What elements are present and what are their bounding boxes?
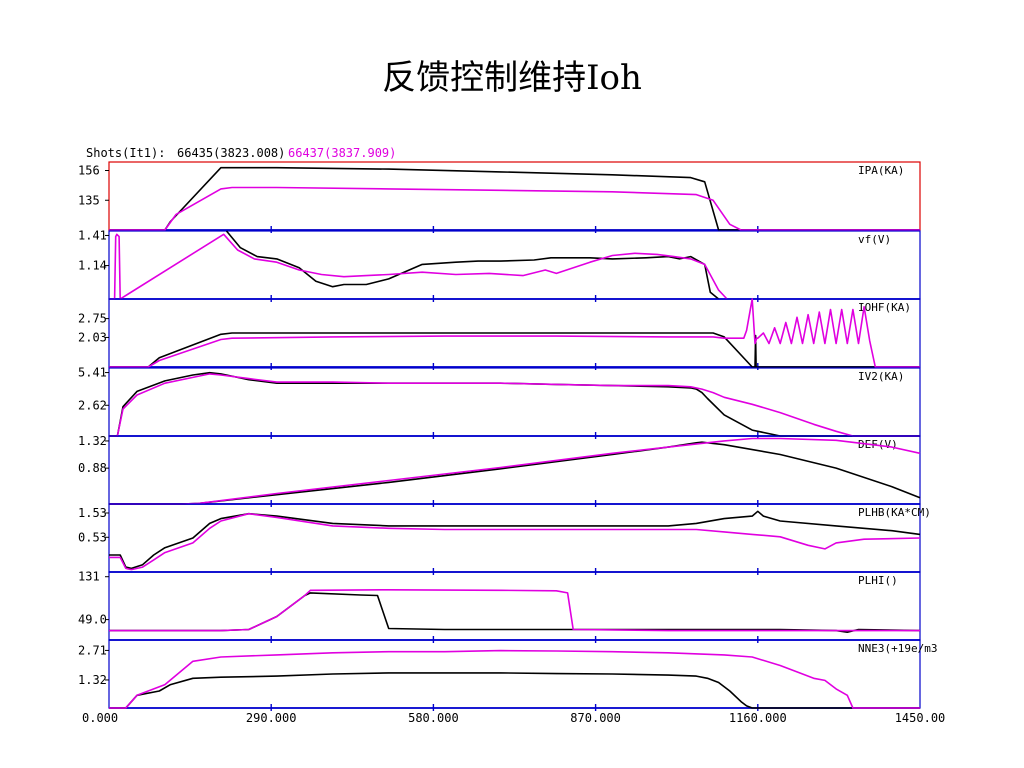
- x-tick-label: 580.000: [408, 711, 459, 725]
- panel-frame: [108, 435, 921, 505]
- y-tick-label: 1.14: [78, 259, 107, 273]
- panel-7: 131 49.0 PLHI(): [78, 570, 921, 643]
- y-tick-label: 156: [78, 164, 100, 178]
- y-tick-label: 135: [78, 193, 100, 207]
- x-tick-label: 290.000: [246, 711, 297, 725]
- x-tick-label: 870.000: [570, 711, 621, 725]
- y-tick-label: 0.88: [78, 461, 107, 475]
- y-tick-label: 2.03: [78, 330, 107, 344]
- series-line-shot-2: [109, 373, 920, 437]
- panel-label: NNE3(+19e/m3: [858, 642, 937, 655]
- y-tick-label: 2.75: [78, 312, 107, 326]
- y-tick-label: 2.71: [78, 643, 107, 657]
- panel-8: 2.71 1.32 NNE3(+19e/m3: [78, 639, 937, 711]
- page-title: 反馈控制维持Ioh: [382, 58, 642, 98]
- series-line-shot-1: [109, 332, 920, 368]
- panel-frame: [108, 367, 921, 437]
- series-line-shot-2: [109, 186, 920, 231]
- panel-label: IV2(KA): [858, 370, 904, 383]
- panel-label: IPA(KA): [858, 164, 904, 177]
- panel-3: 2.75 2.03 IOHF(KA): [78, 298, 921, 370]
- series-line-shot-2: [109, 437, 921, 505]
- x-tick-label: 0.000: [82, 711, 118, 725]
- y-tick-label: 1.53: [78, 506, 107, 520]
- x-tick-label: 1160.000: [729, 711, 787, 725]
- panel-2: 1.41 1.14 vf(V): [78, 228, 921, 302]
- y-tick-label: 1.32: [78, 673, 107, 687]
- panel-label: DEF(V): [858, 438, 898, 451]
- y-tick-label: 1.32: [78, 434, 107, 448]
- y-tick-label: 0.53: [78, 530, 107, 544]
- series-line-shot-2: [109, 233, 728, 300]
- shots-label: Shots(It1):: [86, 146, 165, 160]
- series-line-shot-1: [109, 672, 920, 709]
- y-tick-label: 5.41: [78, 366, 107, 380]
- x-tick-label: 1450.00: [895, 711, 946, 725]
- panel-6: 1.53 0.53 PLHB(KA*CM): [78, 503, 931, 575]
- panel-label: PLHB(KA*CM): [858, 506, 931, 519]
- panel-label: vf(V): [858, 233, 891, 246]
- series-line-shot-1: [109, 371, 920, 437]
- series-line-shot-2: [109, 512, 921, 571]
- panel-4: 5.41 2.62 IV2(KA): [78, 366, 921, 439]
- y-tick-label: 131: [78, 570, 100, 584]
- panel-5: 1.32 0.88 DEF(V): [78, 434, 921, 507]
- series-line-shot-2: [109, 298, 920, 368]
- y-tick-label: 49.0: [78, 613, 107, 627]
- y-tick-label: 1.41: [78, 228, 107, 242]
- panel-1: 156 135 IPA(KA): [78, 161, 921, 233]
- shot-2-label: 66437(3837.909): [288, 146, 396, 160]
- series-line-shot-1: [109, 510, 921, 570]
- series-line-shot-1: [225, 230, 720, 300]
- panel-label: IOHF(KA): [858, 301, 911, 314]
- series-line-shot-1: [109, 441, 921, 505]
- y-tick-label: 2.62: [78, 398, 107, 412]
- panel-label: PLHI(): [858, 574, 898, 587]
- panel-frame: [108, 503, 921, 573]
- series-line-shot-1: [109, 166, 920, 231]
- series-line-shot-2: [109, 588, 920, 632]
- series-line-shot-2: [109, 649, 920, 709]
- shot-1-label: 66435(3823.008): [177, 146, 285, 160]
- series-line-shot-1: [109, 592, 921, 634]
